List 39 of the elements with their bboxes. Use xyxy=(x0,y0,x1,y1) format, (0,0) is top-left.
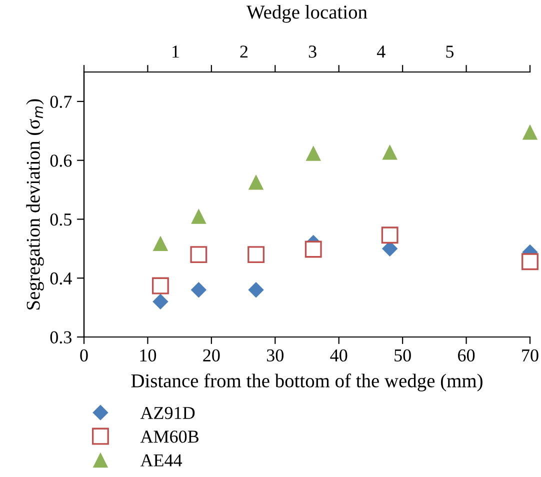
point xyxy=(152,277,169,294)
point xyxy=(191,208,206,224)
point xyxy=(522,253,538,270)
text: 2 xyxy=(240,46,248,58)
point xyxy=(381,226,398,244)
x-tick-label: 10 xyxy=(140,349,156,362)
legend-label: AZ91D xyxy=(140,406,195,420)
point xyxy=(190,246,208,264)
x-tick-label: 30 xyxy=(266,349,284,362)
x-tick-label: 40 xyxy=(330,349,348,362)
point xyxy=(152,236,168,252)
point xyxy=(522,124,538,140)
y-tick-label: 0.6 xyxy=(50,154,72,167)
text: 1 xyxy=(172,46,179,58)
point xyxy=(306,146,322,161)
x-tick-label: 20 xyxy=(203,349,220,362)
text: 4 xyxy=(376,46,386,58)
point xyxy=(248,282,264,298)
legend-label: AE44 xyxy=(140,454,182,466)
y-tick-label: 0.5 xyxy=(50,213,72,226)
x2-axis-title: Wedge location xyxy=(246,5,368,23)
y-tick-label: 0.4 xyxy=(50,272,72,285)
point xyxy=(152,294,168,310)
x-axis-title: Distance from the bottom of the wedge (mm) xyxy=(131,374,482,392)
point xyxy=(190,282,207,298)
x-tick-label: 70 xyxy=(522,349,538,362)
x-tick-label: 50 xyxy=(394,349,411,362)
point xyxy=(382,144,398,160)
y-tick-label: 0.3 xyxy=(50,331,72,344)
x-tick-label: 60 xyxy=(458,349,475,362)
point xyxy=(248,246,265,264)
text: 3 xyxy=(308,46,316,58)
point xyxy=(248,174,264,190)
x-tick-label: 0 xyxy=(80,349,88,362)
text: 5 xyxy=(446,46,454,58)
y-tick-label: 0.7 xyxy=(50,96,72,108)
legend-label: AM60B xyxy=(140,430,198,443)
point xyxy=(304,240,322,258)
y-axis-title: Segregation deviation (σ$_{m}$) xyxy=(26,99,44,310)
